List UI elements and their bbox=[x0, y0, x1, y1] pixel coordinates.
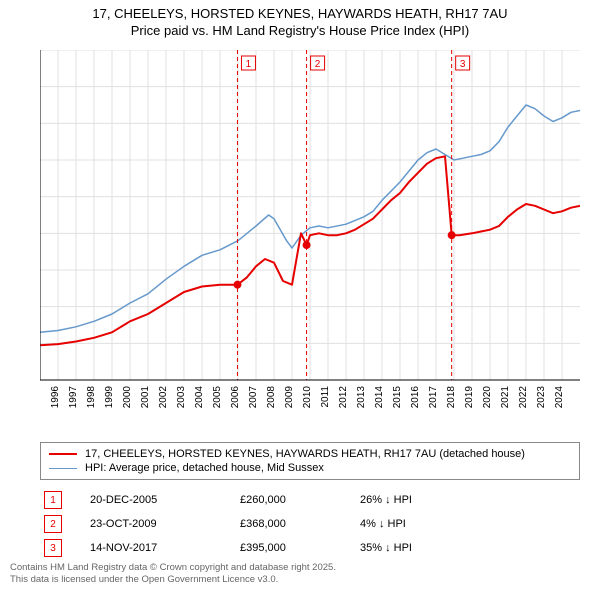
chart-title: 17, CHEELEYS, HORSTED KEYNES, HAYWARDS H… bbox=[0, 0, 600, 40]
legend-item-price-paid: 17, CHEELEYS, HORSTED KEYNES, HAYWARDS H… bbox=[49, 447, 571, 461]
svg-text:2019: 2019 bbox=[464, 386, 475, 409]
svg-text:1998: 1998 bbox=[86, 386, 97, 409]
event-date: 14-NOV-2017 bbox=[90, 542, 240, 554]
svg-text:2001: 2001 bbox=[140, 386, 151, 409]
event-badge: 3 bbox=[44, 539, 62, 557]
price-chart: £0£100K£200K£300K£400K£500K£600K£700K£80… bbox=[40, 50, 580, 420]
event-delta: 4% ↓ HPI bbox=[360, 518, 480, 530]
svg-text:2022: 2022 bbox=[518, 386, 529, 409]
legend-swatch bbox=[49, 468, 77, 469]
svg-text:1996: 1996 bbox=[50, 386, 61, 409]
svg-text:2003: 2003 bbox=[176, 386, 187, 409]
svg-text:1997: 1997 bbox=[68, 386, 79, 409]
svg-text:1: 1 bbox=[246, 59, 252, 70]
svg-text:2017: 2017 bbox=[428, 386, 439, 409]
svg-text:2009: 2009 bbox=[284, 386, 295, 409]
legend-label: 17, CHEELEYS, HORSTED KEYNES, HAYWARDS H… bbox=[85, 448, 525, 460]
legend: 17, CHEELEYS, HORSTED KEYNES, HAYWARDS H… bbox=[40, 442, 580, 480]
svg-text:2008: 2008 bbox=[266, 386, 277, 409]
svg-text:2007: 2007 bbox=[248, 386, 259, 409]
svg-text:2024: 2024 bbox=[554, 386, 565, 409]
sale-events-table: 1 20-DEC-2005 £260,000 26% ↓ HPI 2 23-OC… bbox=[40, 488, 580, 560]
legend-item-hpi: HPI: Average price, detached house, Mid … bbox=[49, 461, 571, 475]
svg-text:2010: 2010 bbox=[302, 386, 313, 409]
event-date: 23-OCT-2009 bbox=[90, 518, 240, 530]
svg-text:2020: 2020 bbox=[482, 386, 493, 409]
svg-text:2014: 2014 bbox=[374, 386, 385, 409]
event-delta: 26% ↓ HPI bbox=[360, 494, 480, 506]
legend-label: HPI: Average price, detached house, Mid … bbox=[85, 462, 324, 474]
event-price: £260,000 bbox=[240, 494, 360, 506]
svg-text:2011: 2011 bbox=[320, 386, 331, 408]
sale-event-row: 3 14-NOV-2017 £395,000 35% ↓ HPI bbox=[40, 536, 580, 560]
event-delta: 35% ↓ HPI bbox=[360, 542, 480, 554]
svg-text:3: 3 bbox=[460, 59, 466, 70]
svg-text:2000: 2000 bbox=[122, 386, 133, 409]
svg-text:2004: 2004 bbox=[194, 386, 205, 409]
event-badge: 2 bbox=[44, 515, 62, 533]
svg-text:2012: 2012 bbox=[338, 386, 349, 409]
svg-text:2015: 2015 bbox=[392, 386, 403, 409]
svg-text:2002: 2002 bbox=[158, 386, 169, 409]
sale-event-row: 1 20-DEC-2005 £260,000 26% ↓ HPI bbox=[40, 488, 580, 512]
svg-text:2005: 2005 bbox=[212, 386, 223, 409]
svg-text:2016: 2016 bbox=[410, 386, 421, 409]
attribution: Contains HM Land Registry data © Crown c… bbox=[10, 562, 336, 586]
svg-text:2023: 2023 bbox=[536, 386, 547, 409]
event-price: £368,000 bbox=[240, 518, 360, 530]
title-line-1: 17, CHEELEYS, HORSTED KEYNES, HAYWARDS H… bbox=[0, 6, 600, 23]
svg-text:1999: 1999 bbox=[104, 386, 115, 409]
event-price: £395,000 bbox=[240, 542, 360, 554]
legend-swatch bbox=[49, 453, 77, 455]
title-line-2: Price paid vs. HM Land Registry's House … bbox=[0, 23, 600, 40]
sale-event-row: 2 23-OCT-2009 £368,000 4% ↓ HPI bbox=[40, 512, 580, 536]
svg-text:2018: 2018 bbox=[446, 386, 457, 409]
svg-text:2: 2 bbox=[315, 59, 321, 70]
svg-text:2021: 2021 bbox=[500, 386, 511, 409]
attribution-line-1: Contains HM Land Registry data © Crown c… bbox=[10, 562, 336, 574]
event-date: 20-DEC-2005 bbox=[90, 494, 240, 506]
svg-text:2006: 2006 bbox=[230, 386, 241, 409]
svg-text:2013: 2013 bbox=[356, 386, 367, 409]
svg-text:1995: 1995 bbox=[40, 386, 43, 409]
event-badge: 1 bbox=[44, 491, 62, 509]
attribution-line-2: This data is licensed under the Open Gov… bbox=[10, 574, 336, 586]
